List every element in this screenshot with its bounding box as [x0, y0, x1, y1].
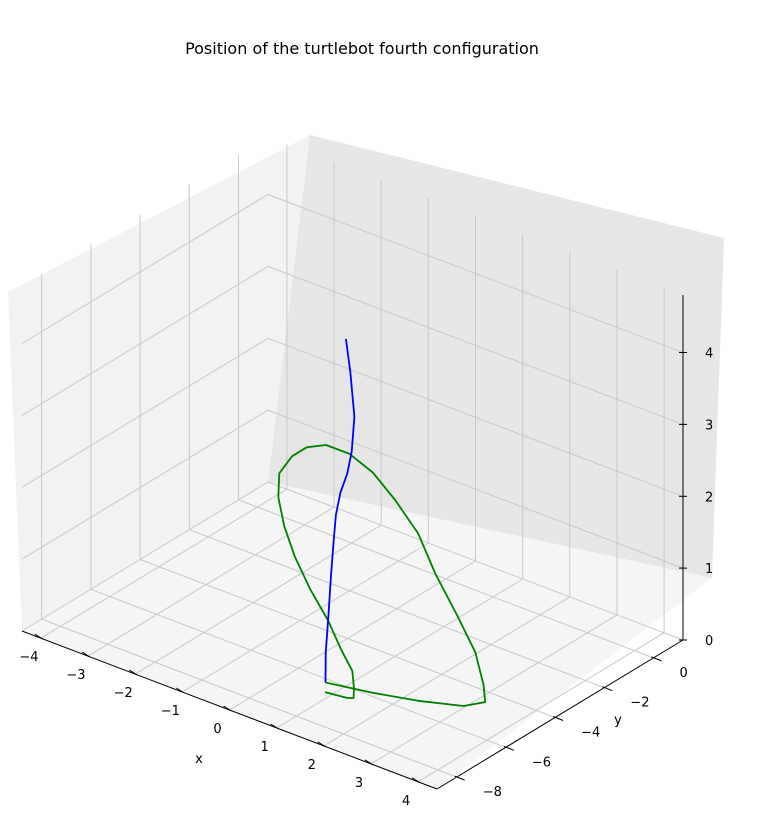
grid-lines	[21, 144, 684, 783]
x-tick-mark	[364, 759, 374, 766]
y-tick-mark	[503, 745, 515, 751]
chart-title: Position of the turtlebot fourth configu…	[185, 39, 539, 58]
floor-grid-line	[182, 542, 429, 693]
floor-grid-line	[370, 614, 618, 765]
y-tick-label: −2	[630, 696, 649, 711]
y-axis-line	[436, 639, 684, 790]
floor-grid-line	[238, 499, 654, 659]
x-tick-label: 0	[213, 722, 221, 737]
x-tick-mark	[270, 723, 279, 730]
series-line-2	[324, 338, 356, 683]
right-wall-grid-line	[267, 337, 684, 497]
left-pane	[8, 135, 310, 631]
floor-grid-line	[276, 578, 523, 729]
y-tick-mark	[552, 716, 564, 721]
left-wall-grid-line	[21, 194, 269, 344]
left-wall-grid-line	[21, 337, 269, 488]
x-tick-label: 2	[308, 758, 316, 773]
y-tick-mark	[602, 686, 613, 692]
floor-grid-line	[323, 596, 571, 747]
x-axis-label: x	[195, 752, 203, 767]
floor-grid-line	[87, 506, 335, 657]
right-pane	[268, 135, 724, 578]
z-tick-label: 0	[705, 634, 713, 649]
series-group	[277, 338, 487, 707]
floor-grid-line	[139, 559, 556, 718]
x-tick-mark	[34, 633, 44, 640]
x-tick-mark	[411, 777, 421, 784]
series-line-1	[277, 444, 487, 707]
x-tick-mark	[81, 651, 91, 658]
y-tick-label: −4	[581, 726, 600, 741]
x-tick-label: 3	[355, 776, 363, 791]
x-ticks: −4 −3 −2 −1 0 1 2 3 4	[19, 633, 421, 809]
floor-grid-line	[90, 588, 507, 748]
y-tick-label: 0	[680, 666, 688, 681]
floor-grid-line	[40, 488, 288, 639]
x-tick-mark	[317, 741, 327, 748]
x-tick-label: 4	[402, 794, 410, 809]
z-ticks: 0 1 2 3 4	[679, 347, 713, 649]
x-tick-label: 1	[261, 740, 269, 755]
left-wall-grid-line	[21, 265, 269, 416]
z-tick-label: 2	[705, 490, 713, 505]
x-tick-mark	[128, 669, 138, 676]
y-ticks: −8 −6 −4 −2 0	[454, 656, 688, 800]
x-tick-mark	[223, 705, 232, 712]
x-tick-label: −4	[19, 650, 38, 665]
x-tick-label: −2	[114, 686, 133, 701]
y-tick-mark	[454, 775, 465, 781]
floor-grid-line	[417, 632, 665, 783]
right-wall-grid-line	[267, 265, 684, 425]
y-tick-label: −6	[532, 755, 551, 770]
floor-pane	[22, 482, 712, 789]
z-tick-label: 1	[705, 562, 713, 577]
x-tick-mark	[176, 687, 185, 694]
z-tick-label: 4	[705, 347, 713, 362]
right-wall-grid-line	[267, 194, 684, 353]
left-wall-grid-line	[21, 409, 269, 560]
y-axis-label: y	[614, 713, 622, 728]
floor-grid-line	[189, 529, 605, 689]
floor-grid-line	[134, 524, 382, 675]
floor-grid-line	[229, 560, 476, 711]
x-tick-label: −3	[66, 668, 85, 683]
y-tick-mark	[651, 656, 662, 662]
floor-grid-line	[41, 618, 457, 778]
right-wall-grid-line	[267, 409, 684, 569]
y-tick-label: −8	[483, 785, 502, 800]
left-wall-grid-line	[21, 481, 269, 632]
z-tick-label: 3	[705, 418, 713, 433]
x-tick-label: −1	[161, 704, 180, 719]
